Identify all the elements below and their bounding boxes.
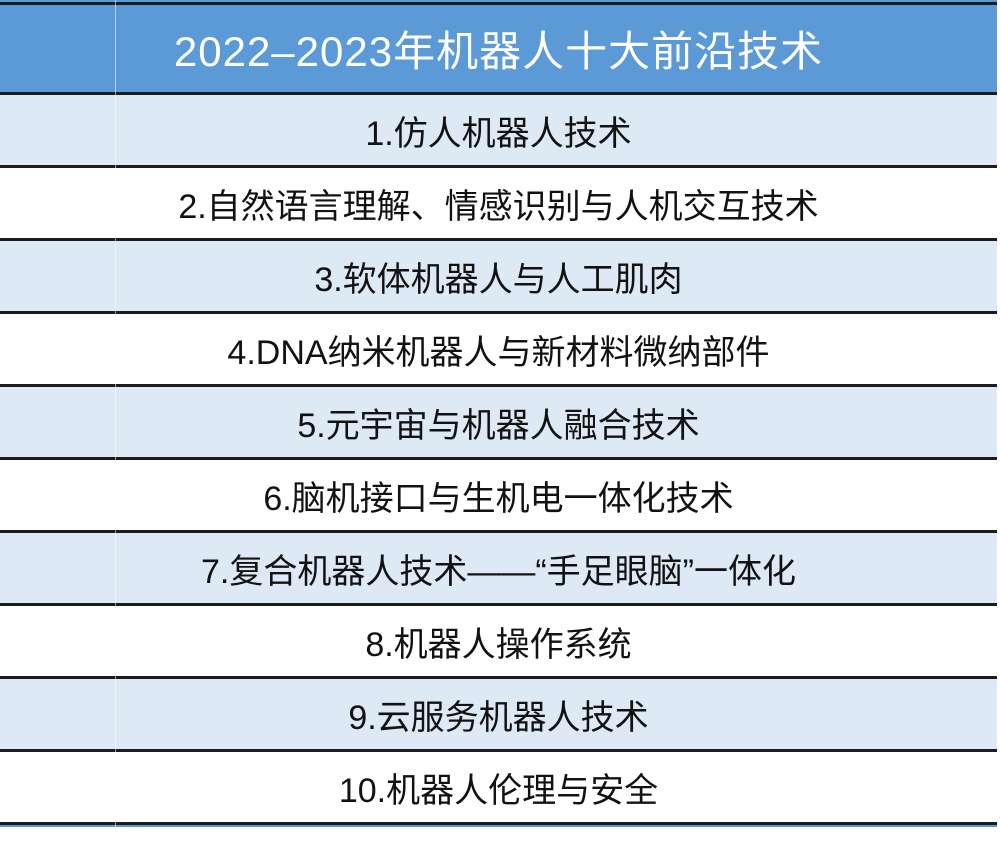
cutoff-row-strip-top [0,0,997,2]
table-row: 3.软体机器人与人工肌肉 [0,241,997,314]
table-row: 9.云服务机器人技术 [0,679,997,752]
cutoff-row-strip-bottom [0,825,997,827]
table-row: 7.复合机器人技术——“手足眼脑”一体化 [0,533,997,606]
table-row: 5.元宇宙与机器人融合技术 [0,387,997,460]
table-row: 4.DNA纳米机器人与新材料微纳部件 [0,314,997,387]
table-title: 2022–2023年机器人十大前沿技术 [0,5,997,95]
table-row: 6.脑机接口与生机电一体化技术 [0,460,997,533]
table-row: 2.自然语言理解、情感识别与人机交互技术 [0,168,997,241]
table-row: 8.机器人操作系统 [0,606,997,679]
table-grid: 2022–2023年机器人十大前沿技术 1.仿人机器人技术 2.自然语言理解、情… [0,2,997,825]
table-row: 1.仿人机器人技术 [0,95,997,168]
table-row: 10.机器人伦理与安全 [0,752,997,825]
